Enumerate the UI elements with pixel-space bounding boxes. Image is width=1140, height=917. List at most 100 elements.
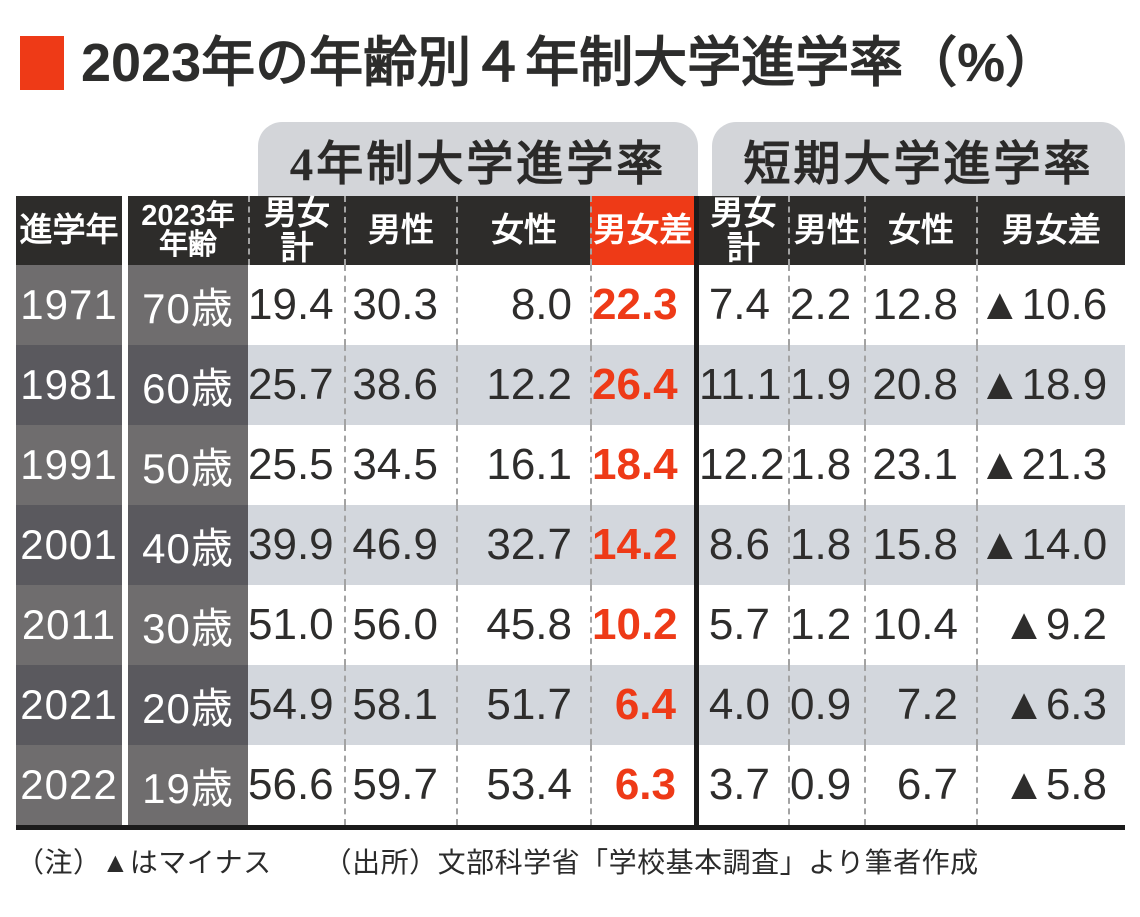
value-cell: 1.8: [788, 425, 864, 506]
value-cell: 56.0: [344, 585, 456, 666]
value-cell-negative: ▲6.3: [976, 665, 1125, 746]
age-cell: 60歳: [128, 345, 248, 426]
value-cell-gap: 6.4: [590, 665, 694, 746]
year-cell: 2022: [16, 745, 128, 826]
value-cell: 16.1: [456, 425, 590, 506]
group-header-4year: 4年制大学進学率: [258, 122, 698, 196]
value-cell: 10.4: [864, 585, 976, 666]
age-cell: 20歳: [128, 665, 248, 746]
value-cell: 30.3: [344, 265, 456, 346]
value-cell-negative: ▲9.2: [976, 585, 1125, 666]
value-cell: 8.6: [694, 505, 788, 586]
table-wrapper: 進学年 2023年 年齢 男女計 男性 女性 男女差 男女計 男性 女性 男女差 …: [16, 195, 1125, 831]
value-cell-negative: ▲18.9: [976, 345, 1125, 426]
value-cell-negative: ▲5.8: [976, 745, 1125, 826]
value-cell: 25.7: [248, 345, 344, 426]
footnote-note: （注）▲はマイナス: [16, 847, 272, 878]
col-header-age: 2023年 年齢: [128, 196, 248, 266]
group-header-junior-college: 短期大学進学率: [712, 122, 1125, 196]
value-cell: 19.4: [248, 265, 344, 346]
value-cell: 3.7: [694, 745, 788, 826]
value-cell: 12.8: [864, 265, 976, 346]
col-header-4y-male: 男性: [344, 196, 456, 266]
value-cell: 39.9: [248, 505, 344, 586]
value-cell: 12.2: [456, 345, 590, 426]
col-header-4y-female: 女性: [456, 196, 590, 266]
value-cell-gap: 18.4: [590, 425, 694, 506]
year-cell: 1971: [16, 265, 128, 346]
value-cell: 4.0: [694, 665, 788, 746]
col-header-4y-total: 男女計: [248, 195, 344, 266]
enrollment-table: 進学年 2023年 年齢 男女計 男性 女性 男女差 男女計 男性 女性 男女差 …: [16, 195, 1125, 831]
value-cell: 46.9: [344, 505, 456, 586]
value-cell-gap: 22.3: [590, 265, 694, 346]
value-cell-gap: 6.3: [590, 745, 694, 826]
value-cell-gap: 14.2: [590, 505, 694, 586]
table-row-1991: 1991 50歳 25.5 34.5 16.1 18.4 12.2 1.8 23…: [16, 425, 1125, 506]
table-body: 1971 70歳 19.4 30.3 8.0 22.3 7.4 2.2 12.8…: [16, 265, 1125, 826]
value-cell-negative: ▲14.0: [976, 505, 1125, 586]
age-cell: 70歳: [128, 265, 248, 346]
value-cell: 1.8: [788, 505, 864, 586]
value-cell: 51.7: [456, 665, 590, 746]
col-header-jc-male: 男性: [788, 196, 864, 266]
value-cell: 32.7: [456, 505, 590, 586]
col-header-jc-gap: 男女差: [976, 196, 1125, 266]
value-cell: 34.5: [344, 425, 456, 506]
value-cell: 7.2: [864, 665, 976, 746]
year-cell: 2021: [16, 665, 128, 746]
col-header-4y-gap: 男女差: [590, 196, 694, 266]
footnote-source: （出所）文部科学省「学校基本調査」より筆者作成: [323, 847, 979, 878]
table-row-1971: 1971 70歳 19.4 30.3 8.0 22.3 7.4 2.2 12.8…: [16, 265, 1125, 346]
value-cell: 38.6: [344, 345, 456, 426]
value-cell: 59.7: [344, 745, 456, 826]
value-cell: 5.7: [694, 585, 788, 666]
table-row-2022: 2022 19歳 56.6 59.7 53.4 6.3 3.7 0.9 6.7 …: [16, 745, 1125, 826]
value-cell: 8.0: [456, 265, 590, 346]
value-cell: 1.2: [788, 585, 864, 666]
year-cell: 1981: [16, 345, 128, 426]
col-header-age-line1: 2023年: [141, 199, 235, 232]
value-cell: 12.2: [694, 425, 788, 506]
col-header-jc-total: 男女計: [694, 195, 788, 266]
table-head: 進学年 2023年 年齢 男女計 男性 女性 男女差 男女計 男性 女性 男女差: [16, 195, 1125, 266]
value-cell: 23.1: [864, 425, 976, 506]
year-cell: 1991: [16, 425, 128, 506]
value-cell: 15.8: [864, 505, 976, 586]
age-cell: 50歳: [128, 425, 248, 506]
age-cell: 19歳: [128, 745, 248, 826]
value-cell: 53.4: [456, 745, 590, 826]
col-header-year: 進学年: [16, 196, 128, 266]
table-row-2021: 2021 20歳 54.9 58.1 51.7 6.4 4.0 0.9 7.2 …: [16, 665, 1125, 746]
value-cell-negative: ▲10.6: [976, 265, 1125, 346]
title-bullet-square: [20, 36, 64, 90]
value-cell: 7.4: [694, 265, 788, 346]
year-cell: 2011: [16, 585, 128, 666]
table-row-2001: 2001 40歳 39.9 46.9 32.7 14.2 8.6 1.8 15.…: [16, 505, 1125, 586]
value-cell: 56.6: [248, 745, 344, 826]
value-cell: 25.5: [248, 425, 344, 506]
value-cell: 0.9: [788, 665, 864, 746]
value-cell: 54.9: [248, 665, 344, 746]
value-cell: 2.2: [788, 265, 864, 346]
header-row: 進学年 2023年 年齢 男女計 男性 女性 男女差 男女計 男性 女性 男女差: [16, 195, 1125, 266]
table-row-1981: 1981 60歳 25.7 38.6 12.2 26.4 11.1 1.9 20…: [16, 345, 1125, 426]
value-cell: 1.9: [788, 345, 864, 426]
age-cell: 40歳: [128, 505, 248, 586]
value-cell: 0.9: [788, 745, 864, 826]
value-cell: 20.8: [864, 345, 976, 426]
title-row: 2023年の年齢別４年制大学進学率（%）: [20, 33, 1059, 93]
table-row-2011: 2011 30歳 51.0 56.0 45.8 10.2 5.7 1.2 10.…: [16, 585, 1125, 666]
value-cell-negative: ▲21.3: [976, 425, 1125, 506]
value-cell: 45.8: [456, 585, 590, 666]
age-cell: 30歳: [128, 585, 248, 666]
value-cell: 51.0: [248, 585, 344, 666]
col-header-age-line2: 年齢: [158, 228, 217, 261]
value-cell: 6.7: [864, 745, 976, 826]
page-title: 2023年の年齢別４年制大学進学率（%）: [81, 33, 1060, 93]
value-cell-gap: 10.2: [590, 585, 694, 666]
footnote: （注）▲はマイナス （出所）文部科学省「学校基本調査」より筆者作成: [16, 841, 979, 881]
value-cell-gap: 26.4: [590, 345, 694, 426]
year-cell: 2001: [16, 505, 128, 586]
